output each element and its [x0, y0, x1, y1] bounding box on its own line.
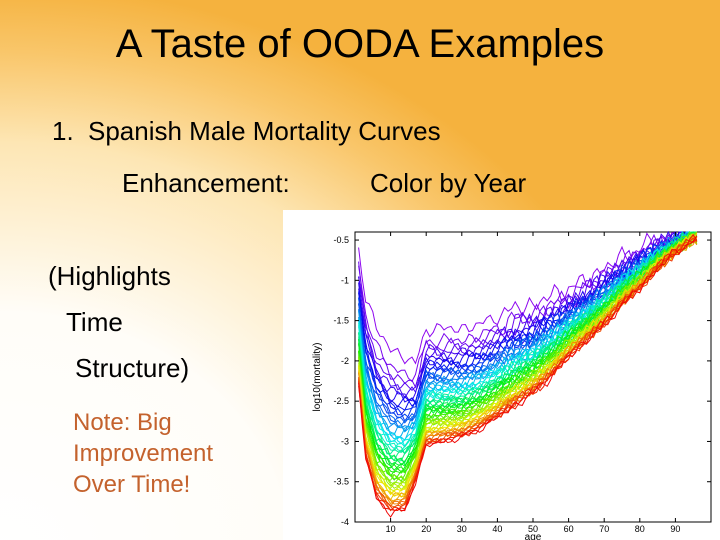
- y-tick-label: -3: [341, 436, 349, 446]
- x-tick-label: 40: [492, 524, 502, 534]
- series-line-25: [358, 231, 698, 455]
- note-line-3: Over Time!: [73, 471, 191, 498]
- x-tick-label: 70: [599, 524, 609, 534]
- y-tick-label: -1.5: [333, 316, 349, 326]
- x-tick-label: 50: [528, 524, 538, 534]
- highlights-line-1: (Highlights: [48, 261, 171, 291]
- x-tick-label: 30: [457, 524, 467, 534]
- series-line-45: [358, 234, 698, 492]
- y-axis-label: log10(mortality): [312, 343, 323, 412]
- y-tick-label: -2.5: [333, 396, 349, 406]
- y-tick-label: -2: [341, 356, 349, 366]
- x-tick-label: 20: [421, 524, 431, 534]
- x-axis-label: age: [525, 532, 542, 540]
- x-tick-label: 90: [670, 524, 680, 534]
- series-line-34: [358, 234, 698, 473]
- series-line-49: [358, 233, 698, 497]
- highlights-line-3: Structure): [75, 353, 190, 383]
- x-tick-label: 10: [386, 524, 396, 534]
- mortality-chart-svg: -0.5 -1 -1.5 -2 -2.5 -3 -3.5 -4 10 20 30 40 50 60 70 80…: [312, 230, 712, 540]
- list-item-number: 1.: [52, 116, 74, 146]
- series-line-60: [358, 235, 698, 518]
- series-line-39: [358, 231, 698, 482]
- series-line-24: [358, 232, 698, 452]
- x-tick-label: 80: [635, 524, 645, 534]
- note-line-1: Note: Big: [73, 409, 172, 436]
- series-line-53: [358, 238, 698, 505]
- series-line-16: [358, 231, 697, 430]
- series-line-6: [358, 230, 697, 402]
- note-line-2: Improvement: [73, 440, 214, 467]
- series-line-2: [358, 231, 697, 383]
- mortality-curves: [358, 230, 698, 518]
- mortality-chart: -0.5 -1 -1.5 -2 -2.5 -3 -3.5 -4 10 20 30 40 50 60 70 80…: [283, 210, 720, 540]
- x-tick-label: 60: [564, 524, 574, 534]
- note-text: Note: Big Improvement Over Time!: [73, 407, 213, 500]
- slide-title: A Taste of OODA Examples: [115, 22, 605, 66]
- y-tick-label: -0.5: [333, 235, 349, 245]
- y-tick-label: -1: [341, 275, 349, 285]
- enhancement-value: Color by Year: [370, 168, 527, 198]
- enhancement-label: Enhancement:: [122, 168, 290, 198]
- y-tick-label: -4: [341, 517, 349, 527]
- series-line-5: [358, 231, 697, 399]
- y-tick-label: -3.5: [333, 477, 349, 487]
- series-line-4: [358, 231, 697, 392]
- list-item-text: Spanish Male Mortality Curves: [88, 116, 441, 146]
- highlights-line-2: Time: [66, 307, 123, 337]
